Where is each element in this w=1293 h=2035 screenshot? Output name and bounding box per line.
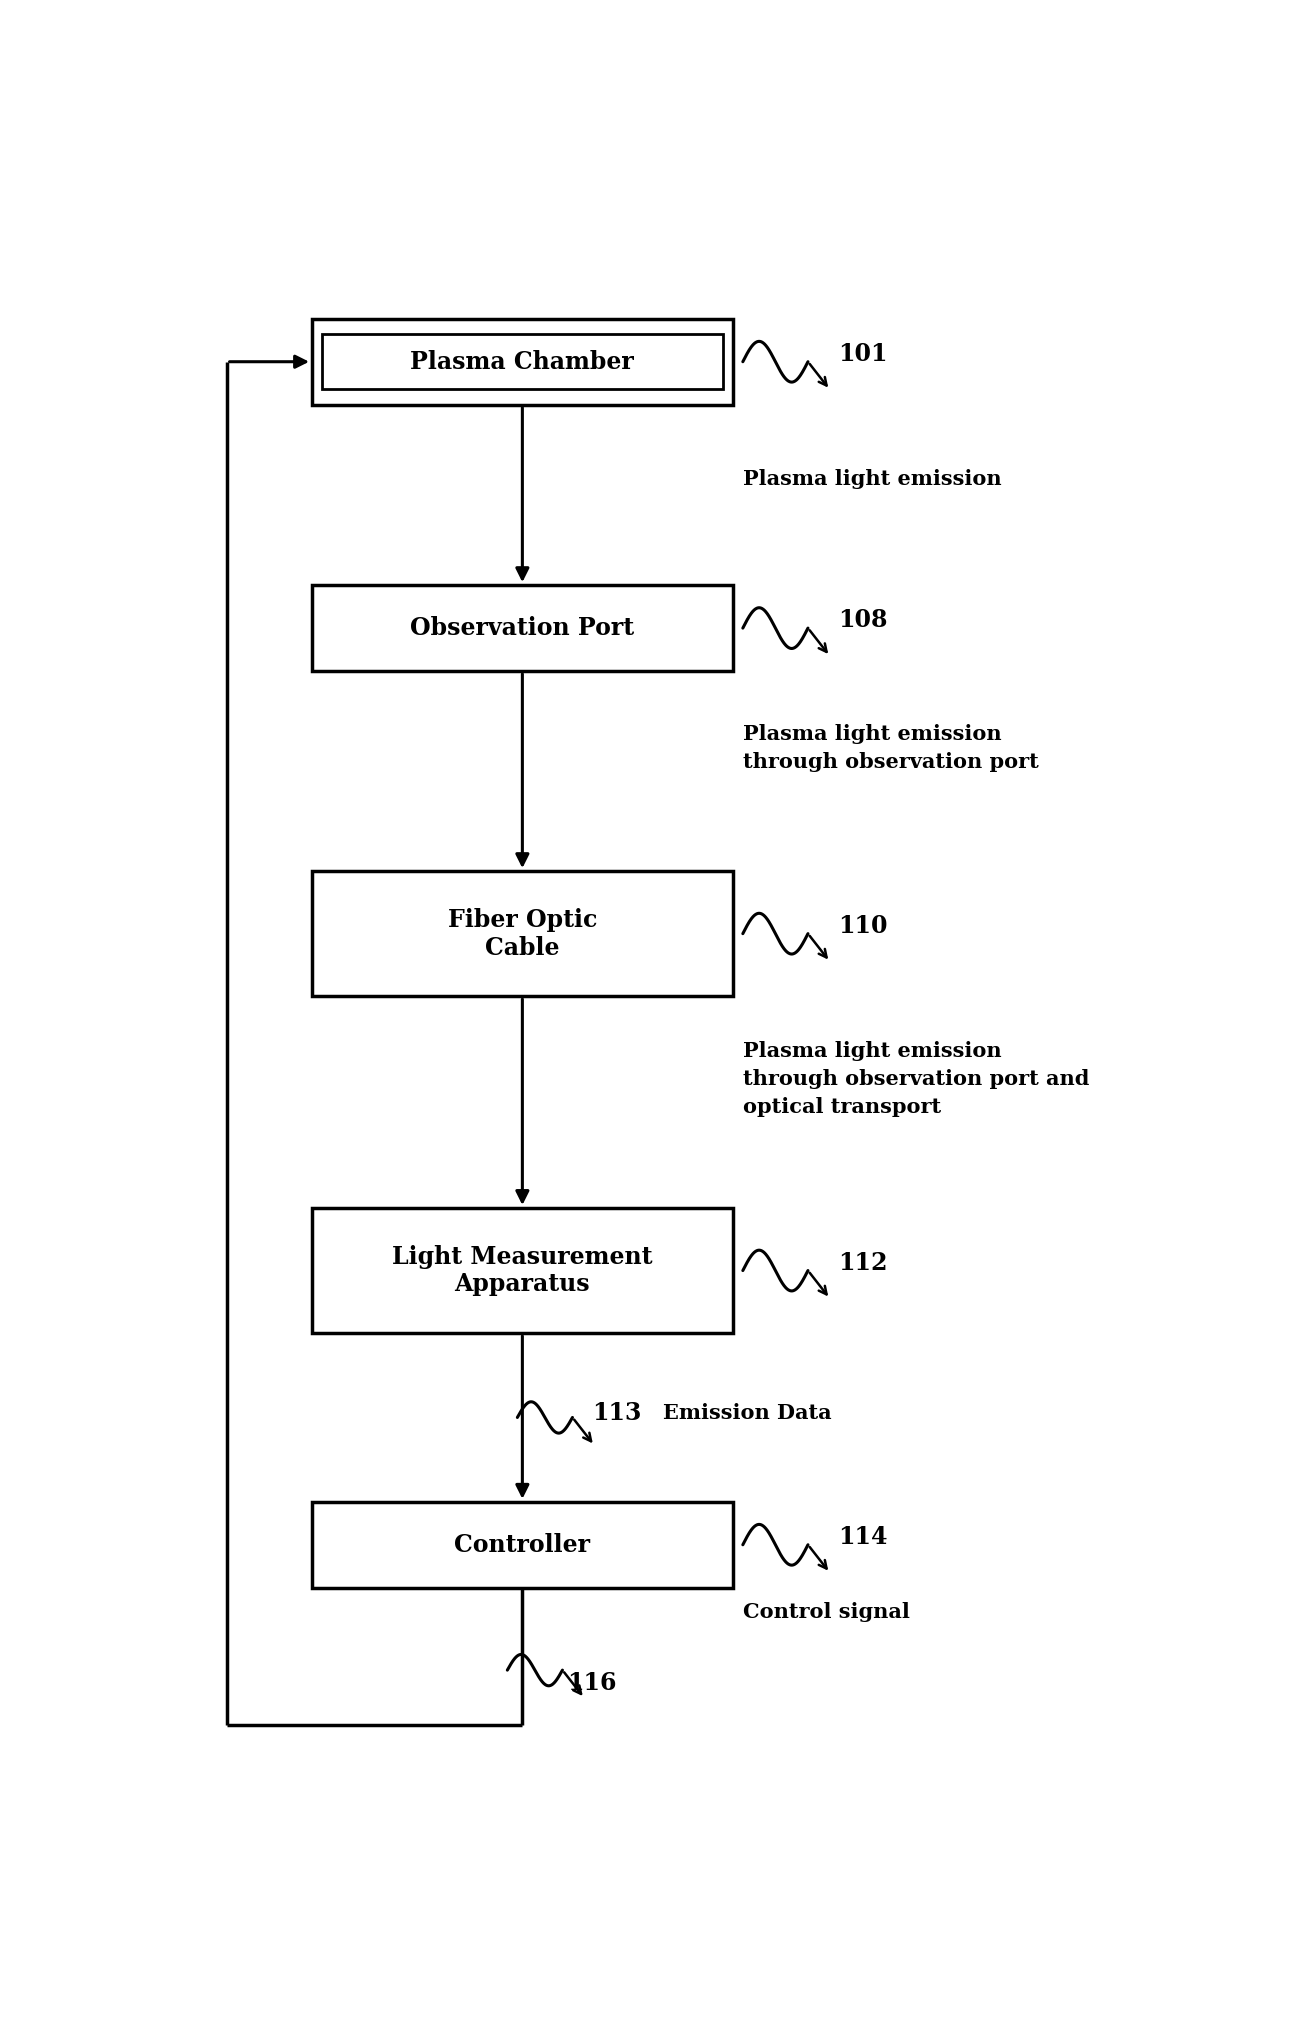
Bar — [312, 1209, 733, 1333]
Text: 110: 110 — [838, 914, 887, 938]
Text: 101: 101 — [838, 342, 887, 366]
Bar — [312, 871, 733, 997]
Text: Controller: Controller — [454, 1532, 591, 1557]
Text: 112: 112 — [838, 1252, 887, 1274]
Text: Fiber Optic
Cable: Fiber Optic Cable — [447, 908, 597, 961]
Text: 113: 113 — [592, 1400, 641, 1424]
Text: Emission Data: Emission Data — [663, 1402, 831, 1422]
Bar — [312, 584, 733, 672]
Text: Plasma Chamber: Plasma Chamber — [410, 350, 635, 374]
Text: 108: 108 — [838, 608, 887, 633]
Text: Plasma light emission
through observation port and
optical transport: Plasma light emission through observatio… — [742, 1040, 1089, 1117]
Text: Light Measurement
Apparatus: Light Measurement Apparatus — [392, 1245, 653, 1296]
Bar — [322, 334, 723, 389]
Text: 114: 114 — [838, 1524, 887, 1549]
Text: 116: 116 — [568, 1671, 617, 1695]
Text: Control signal: Control signal — [742, 1602, 910, 1622]
Text: Plasma light emission
through observation port: Plasma light emission through observatio… — [742, 724, 1038, 771]
Text: Plasma light emission: Plasma light emission — [742, 470, 1002, 488]
Bar — [312, 319, 733, 405]
Text: Observation Port: Observation Port — [410, 617, 635, 641]
Bar — [312, 1502, 733, 1587]
